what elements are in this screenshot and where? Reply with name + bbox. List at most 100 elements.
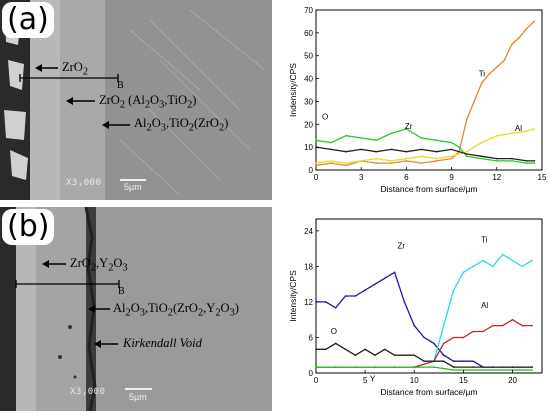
sem-image-b: (b) ZrO2,Y2O3 B Al2O3,TiO2(ZrO2,Y2O3) Ki… [0, 207, 272, 411]
data-point-al [533, 128, 536, 130]
data-point-al [496, 134, 498, 137]
label-kirkendall-void: Kirkendall Void [123, 336, 202, 350]
data-point-zr [374, 283, 376, 285]
data-point-al [511, 318, 514, 321]
label-al2o3-tio2-zro2: Al2O3,TiO2(ZrO2) [134, 116, 229, 134]
data-point-y [531, 369, 533, 371]
data-point-zr [450, 141, 453, 144]
y-tick-label: 40 [304, 75, 313, 84]
data-point-ti [462, 271, 465, 274]
data-point-ti [518, 36, 521, 39]
data-point-o [393, 354, 396, 356]
y-tick-label: 10 [304, 143, 313, 152]
data-point-o [390, 148, 393, 151]
data-point-o [450, 148, 453, 151]
label-zro2: ZrO2 [62, 60, 89, 78]
data-point-ti [465, 118, 468, 121]
data-point-o [374, 354, 376, 356]
magnification-a: X3,000 [66, 178, 102, 188]
sem-image-b-texture [0, 207, 272, 411]
x-tick-label: 10 [410, 376, 419, 385]
data-point-al [480, 141, 483, 144]
data-point-zr [334, 307, 337, 309]
series-label-al: Al [481, 301, 488, 310]
data-point-ti [435, 160, 438, 162]
y-tick-label: 20 [304, 120, 313, 129]
data-point-al [531, 324, 533, 327]
data-point-al [521, 324, 524, 327]
data-point-zr [496, 160, 498, 162]
data-point-o [375, 150, 378, 153]
data-point-al [442, 342, 445, 345]
x-tick-label: 12 [492, 173, 501, 182]
panel-letter-a: (a) [2, 2, 54, 38]
marker-b-b: B [118, 286, 125, 297]
chart-b-svg: Zr Ti Al O Y 0 5 10 15 20 0 6 12 18 24 Distance from su… [288, 218, 543, 397]
data-point-al [360, 160, 362, 162]
x-tick-label: 20 [508, 376, 517, 385]
data-point-ti [390, 162, 393, 164]
data-point-o [330, 148, 332, 151]
data-point-ti [345, 164, 347, 167]
data-point-o [405, 150, 408, 153]
data-point-ti [492, 265, 494, 268]
data-point-ti [420, 162, 423, 164]
data-point-al [492, 324, 494, 327]
x-tick-label: 0 [314, 173, 319, 182]
data-point-y [452, 369, 455, 371]
data-point-o [531, 366, 533, 368]
y-tick-label: 0 [309, 166, 314, 175]
data-point-o [511, 366, 514, 368]
data-point-zr [325, 301, 327, 303]
y-tick-label: 60 [304, 29, 313, 38]
data-point-zr [403, 301, 406, 303]
data-point-o [496, 157, 498, 160]
data-point-o [354, 354, 357, 356]
data-point-y [472, 369, 474, 371]
data-point-al [405, 157, 408, 160]
data-point-y [374, 366, 376, 368]
data-point-zr [452, 360, 455, 362]
series-label-o: O [331, 327, 337, 336]
plot-frame [315, 9, 543, 171]
data-point-ti [533, 20, 536, 23]
data-point-ti [473, 100, 475, 103]
data-point-al [452, 336, 455, 339]
y-tick-label: 12 [304, 298, 313, 307]
data-point-zr [435, 139, 438, 142]
data-point-al [345, 162, 347, 164]
data-point-zr [360, 137, 362, 139]
data-point-o [526, 160, 528, 162]
data-point-ti [511, 43, 513, 46]
series-label-zr: Zr [405, 122, 413, 131]
data-point-o [472, 366, 474, 368]
x-axis-label: Distance from surface/µm [380, 387, 477, 397]
data-point-y [354, 366, 357, 368]
data-point-al [420, 155, 423, 158]
data-point-zr [393, 271, 396, 274]
label-zro2-al2o3-tio2: ZrO2 (Al2O3,TiO2) [99, 93, 197, 111]
series-line-al [315, 128, 535, 164]
x-tick-label: 6 [404, 173, 409, 182]
data-point-zr [480, 157, 483, 160]
data-point-ti [531, 259, 533, 262]
data-point-al [482, 330, 484, 333]
data-point-ti [511, 259, 514, 262]
data-point-ti [375, 162, 378, 164]
data-point-al [501, 324, 504, 327]
data-point-al [315, 162, 317, 164]
data-point-al [526, 130, 528, 132]
y-axis-label: Indensity/CPS [288, 63, 298, 117]
data-point-o [533, 160, 536, 162]
data-point-zr [315, 139, 317, 142]
series-label-y: Y [370, 374, 376, 383]
data-point-al [511, 132, 513, 135]
data-point-o [511, 157, 513, 160]
chart-a: Ti Zr Al O 0 3 6 9 12 15 0 10 20 30 40 50 60 70 Distance f… [282, 0, 550, 204]
label-zro2-y2o3: ZrO2,Y2O3 [70, 256, 128, 274]
data-point-o [452, 366, 455, 368]
data-point-ti [315, 164, 317, 167]
data-point-zr [354, 295, 357, 297]
data-point-zr [442, 354, 445, 356]
data-point-y [315, 366, 317, 368]
